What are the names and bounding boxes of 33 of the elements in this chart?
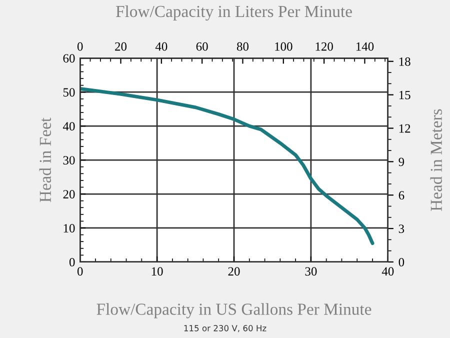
- x-tick-label: 0: [77, 267, 83, 276]
- x-tick-label: 30: [305, 267, 317, 276]
- x-tick-label: 40: [382, 267, 394, 276]
- y-tick-label: 30: [63, 156, 75, 165]
- y-axis-title: Head in Feet: [39, 118, 52, 202]
- y-tick-label: 10: [64, 224, 75, 232]
- x-axis-title: Flow/Capacity in US Gallons Per Minute: [96, 303, 372, 318]
- y2-tick-label: 12: [399, 124, 410, 133]
- x2-tick-label: 60: [196, 42, 208, 51]
- y-tick-label: 60: [63, 54, 75, 63]
- x2-tick-label: 0: [77, 42, 83, 51]
- x2-axis-title: Flow/Capacity in Liters Per Minute: [116, 5, 352, 21]
- y2-tick-label: 15: [399, 90, 410, 100]
- x2-tick-label: 100: [275, 42, 292, 51]
- y2-tick-label: 3: [398, 224, 404, 233]
- y-tick-label: 20: [63, 190, 75, 198]
- y-tick-label: 50: [63, 88, 75, 97]
- x2-tick-label: 120: [316, 42, 333, 51]
- line-series: [80, 86, 374, 245]
- x2-tick-label: 20: [115, 42, 127, 51]
- text: 115 or 230 V, 60 Hz: [184, 325, 266, 332]
- y2-tick-label: 9: [398, 158, 404, 166]
- x-tick-label: 20: [228, 267, 240, 276]
- y-tick-label: 0: [69, 258, 75, 266]
- y2-tick-label: 0: [398, 258, 404, 266]
- x2-tick-label: 40: [155, 42, 168, 51]
- x2-tick-label: 80: [236, 42, 249, 51]
- x2-tick-label: 140: [356, 42, 374, 51]
- y2-tick-label: 6: [398, 191, 404, 200]
- y2-tick-label: 18: [399, 57, 410, 66]
- y-tick-label: 40: [62, 122, 75, 131]
- y2-axis-title: Head in Meters: [430, 109, 442, 211]
- x-tick-label: 10: [152, 267, 163, 276]
